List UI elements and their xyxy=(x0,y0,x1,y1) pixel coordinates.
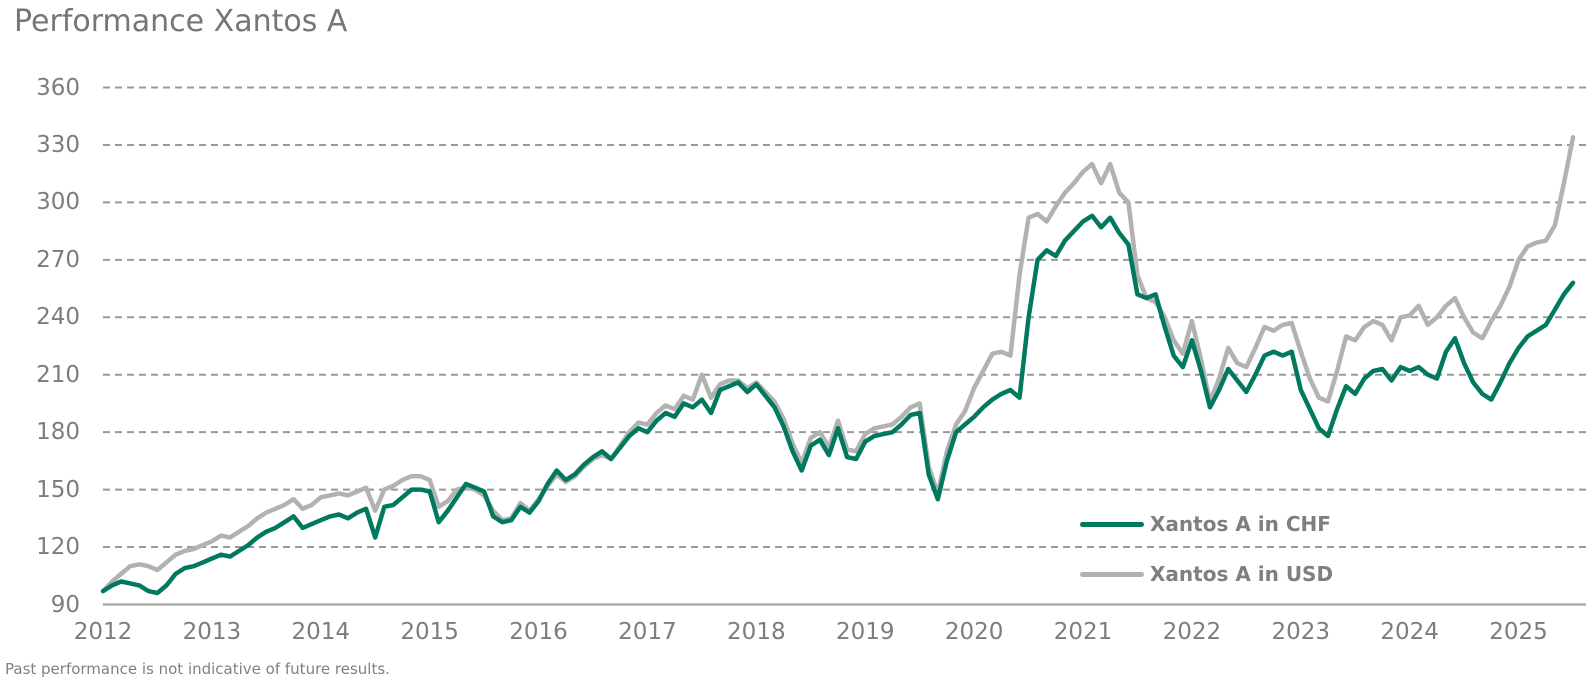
y-tick-label: 240 xyxy=(36,304,80,331)
page-title: Performance Xantos A xyxy=(14,4,348,39)
disclaimer-text: Past performance is not indicative of fu… xyxy=(5,660,390,678)
y-tick-label: 210 xyxy=(36,361,80,388)
legend-item-usd: Xantos A in USD xyxy=(1080,560,1333,588)
x-tick-label: 2025 xyxy=(1489,619,1548,645)
y-tick-label: 150 xyxy=(36,476,80,503)
x-tick-label: 2021 xyxy=(1053,619,1113,645)
x-tick-label: 2019 xyxy=(835,619,895,645)
y-tick-label: 180 xyxy=(36,419,80,446)
x-tick-label: 2013 xyxy=(182,619,242,645)
y-tick-label: 270 xyxy=(36,246,80,273)
x-tick-label: 2016 xyxy=(509,619,568,645)
usd-line-swatch xyxy=(1080,571,1144,577)
x-tick-label: 2012 xyxy=(73,619,133,645)
y-tick-label: 120 xyxy=(36,534,80,561)
x-tick-label: 2014 xyxy=(291,619,351,645)
x-tick-label: 2022 xyxy=(1162,619,1222,645)
legend-item-chf: Xantos A in CHF xyxy=(1080,510,1331,538)
x-tick-label: 2017 xyxy=(618,619,677,645)
y-tick-label: 90 xyxy=(50,591,80,618)
legend-label-usd: Xantos A in USD xyxy=(1150,562,1334,586)
series-line-chf xyxy=(100,213,1576,596)
y-tick-label: 360 xyxy=(36,74,80,101)
chf-line-swatch xyxy=(1080,521,1144,527)
y-tick-label: 330 xyxy=(36,131,80,158)
legend-label-chf: Xantos A in CHF xyxy=(1150,512,1331,536)
x-tick-label: 2015 xyxy=(400,619,459,645)
x-tick-label: 2020 xyxy=(944,619,1004,645)
series-line-usd xyxy=(100,135,1576,594)
x-tick-label: 2018 xyxy=(727,619,786,645)
y-tick-label: 300 xyxy=(36,189,80,216)
x-tick-label: 2023 xyxy=(1271,619,1331,645)
x-tick-label: 2024 xyxy=(1380,619,1439,645)
